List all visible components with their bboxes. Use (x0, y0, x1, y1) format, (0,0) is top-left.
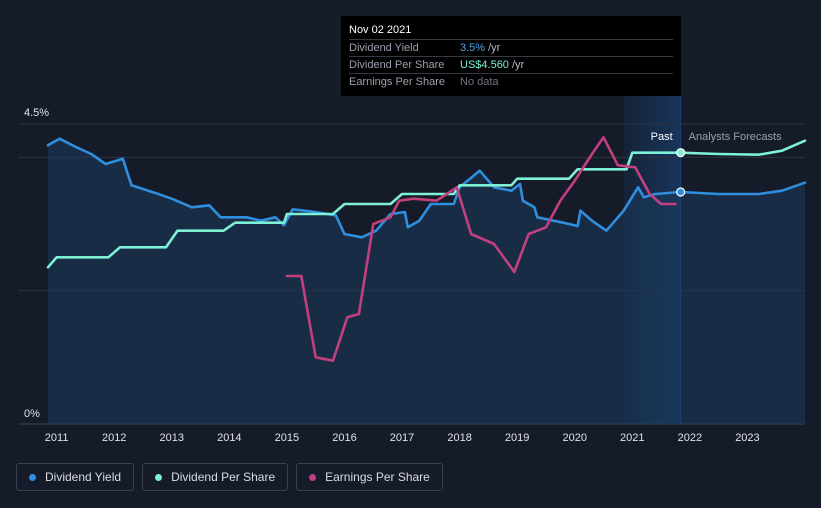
x-tick-label: 2014 (217, 432, 241, 444)
tooltip-date: Nov 02 2021 (349, 24, 412, 36)
tooltip-value: 3.5% (460, 42, 486, 54)
legend-dot-icon (155, 473, 163, 481)
legend-item-dividend-yield[interactable]: Dividend Yield (16, 463, 135, 491)
x-tick-label: 2019 (505, 432, 529, 444)
x-tick-label: 2015 (275, 432, 299, 444)
past-label: Past (651, 131, 673, 143)
tooltip-unit: /yr (488, 42, 501, 54)
legend-label: Dividend Yield (45, 470, 122, 484)
legend: Dividend Yield Dividend Per Share Earnin… (16, 463, 443, 491)
legend-dot-icon (309, 473, 317, 481)
series-area-dividend-yield (48, 138, 805, 424)
tooltip: Nov 02 2021 Dividend Yield 3.5% /yr Divi… (341, 16, 681, 96)
x-tick-label: 2013 (160, 432, 184, 444)
x-tick-label: 2021 (620, 432, 644, 444)
legend-label: Earnings Per Share (325, 470, 430, 484)
legend-item-earnings-per-share[interactable]: Earnings Per Share (296, 463, 443, 491)
x-tick-label: 2018 (447, 432, 471, 444)
tooltip-row-dividend-yield: Dividend Yield 3.5% /yr (349, 39, 673, 56)
tooltip-value: US$4.560 (460, 59, 509, 71)
legend-label: Dividend Per Share (171, 470, 276, 484)
x-tick-label: 2022 (678, 432, 702, 444)
tooltip-row-dividend-per-share: Dividend Per Share US$4.560 /yr (349, 56, 673, 73)
series-line-dividend-per-share (46, 139, 807, 269)
series-line-earnings-per-share (285, 136, 677, 362)
x-tick-label: 2020 (562, 432, 586, 444)
marker-dividend-per-share (676, 148, 686, 158)
x-tick-label: 2017 (390, 432, 414, 444)
x-tick-label: 2011 (45, 432, 69, 444)
y-tick-label: 4.5% (24, 107, 49, 119)
tooltip-label: Earnings Per Share (349, 76, 445, 88)
x-tick-label: 2016 (332, 432, 356, 444)
x-tick-label: 2012 (102, 432, 126, 444)
x-tick-label: 2023 (735, 432, 759, 444)
series-line-dividend-yield (46, 137, 807, 239)
legend-dot-icon (29, 473, 36, 481)
tooltip-label: Dividend Yield (349, 42, 419, 54)
legend-item-dividend-per-share[interactable]: Dividend Per Share (142, 463, 289, 491)
tooltip-row-earnings-per-share: Earnings Per Share No data (349, 73, 673, 90)
tooltip-label: Dividend Per Share (349, 59, 445, 71)
marker-dividend-yield (676, 187, 686, 197)
tooltip-value: No data (460, 76, 499, 88)
tooltip-unit: /yr (511, 59, 525, 71)
forecast-label: Analysts Forecasts (689, 131, 782, 143)
y-tick-label: 0% (24, 408, 40, 420)
